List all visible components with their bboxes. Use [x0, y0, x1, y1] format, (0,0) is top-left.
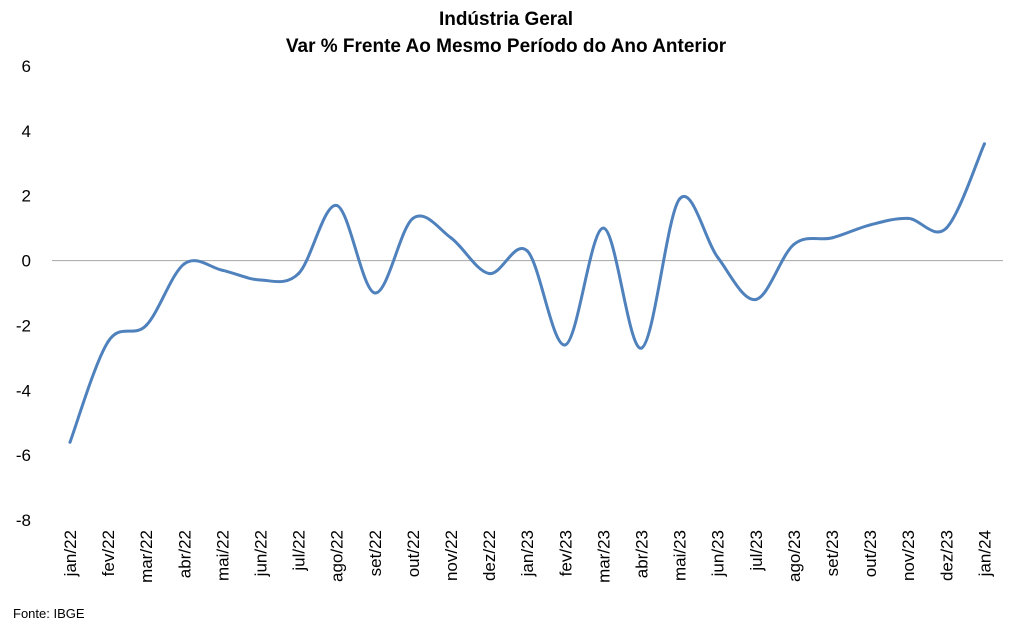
data-point	[640, 346, 643, 350]
data-point	[259, 278, 262, 282]
data-point	[182, 262, 186, 266]
data-point	[563, 343, 567, 347]
x-tick-label: set/22	[366, 530, 385, 576]
data-point	[106, 340, 110, 344]
x-tick-label: jul/23	[747, 530, 766, 572]
y-tick-label: 2	[22, 187, 31, 206]
x-tick-label: jan/24	[975, 530, 994, 577]
x-tick-label: nov/23	[899, 530, 918, 581]
x-tick-label: fev/23	[556, 530, 575, 576]
y-tick-label: -2	[16, 316, 31, 335]
data-point	[830, 236, 834, 240]
x-tick-label: mai/23	[671, 530, 690, 581]
x-tick-label: dez/23	[937, 530, 956, 581]
x-tick-label: nov/22	[442, 530, 461, 581]
data-point	[982, 142, 986, 146]
x-tick-label: abr/23	[633, 530, 652, 578]
x-tick-label: jun/22	[252, 530, 271, 577]
source-note: Fonte: IBGE	[13, 606, 85, 621]
data-point	[487, 272, 491, 276]
x-tick-label: out/22	[404, 530, 423, 577]
x-tick-label: jan/22	[61, 530, 80, 577]
data-points	[68, 142, 986, 444]
data-point	[144, 323, 148, 327]
x-tick-label: jun/23	[709, 530, 728, 577]
data-point	[411, 216, 415, 220]
data-point	[716, 255, 720, 259]
x-tick-label: jan/23	[518, 530, 537, 577]
data-point	[373, 291, 377, 295]
x-tick-label: mai/22	[213, 530, 232, 581]
x-tick-label: abr/22	[175, 530, 194, 578]
data-point	[754, 297, 758, 301]
y-tick-label: -8	[16, 511, 31, 530]
series-line	[68, 142, 986, 444]
x-tick-label: ago/22	[328, 530, 347, 582]
data-point	[449, 236, 453, 240]
y-tick-label: 0	[22, 252, 31, 271]
data-point	[944, 226, 948, 230]
chart-title-line-1: Indústria Geral	[438, 9, 574, 30]
x-tick-label: ago/23	[785, 530, 804, 582]
data-point	[335, 203, 339, 207]
x-tick-label: jul/22	[290, 530, 309, 572]
data-point	[220, 268, 224, 272]
data-point	[68, 440, 72, 444]
y-axis-tick-labels: 6 4 2 0 -2 -4 -6 -8	[16, 57, 31, 530]
x-tick-label: mar/23	[594, 530, 613, 583]
data-point	[297, 272, 301, 276]
x-tick-label: mar/22	[137, 530, 156, 583]
data-point	[601, 226, 605, 230]
data-point	[525, 249, 529, 253]
y-tick-label: 4	[22, 122, 31, 141]
data-point	[868, 223, 872, 227]
data-point	[792, 242, 796, 246]
x-tick-label: dez/22	[480, 530, 499, 581]
y-tick-label: -6	[16, 446, 31, 465]
x-tick-label: fev/22	[99, 530, 118, 576]
x-axis-tick-labels: jan/22 fev/22 mar/22 abr/22 mai/22 jun/22 jul/…	[61, 530, 994, 583]
chart-title: Indústria Geral Var % Frente Ao Mesmo Pe…	[0, 6, 1012, 60]
x-tick-label: out/23	[861, 530, 880, 577]
data-point	[906, 216, 910, 220]
y-tick-label: 6	[22, 57, 31, 76]
y-tick-label: -4	[16, 381, 31, 400]
x-tick-label: set/23	[823, 530, 842, 576]
data-point	[678, 197, 682, 201]
chart-subtitle: Var % Frente Ao Mesmo Período do Ano Ant…	[285, 36, 727, 57]
